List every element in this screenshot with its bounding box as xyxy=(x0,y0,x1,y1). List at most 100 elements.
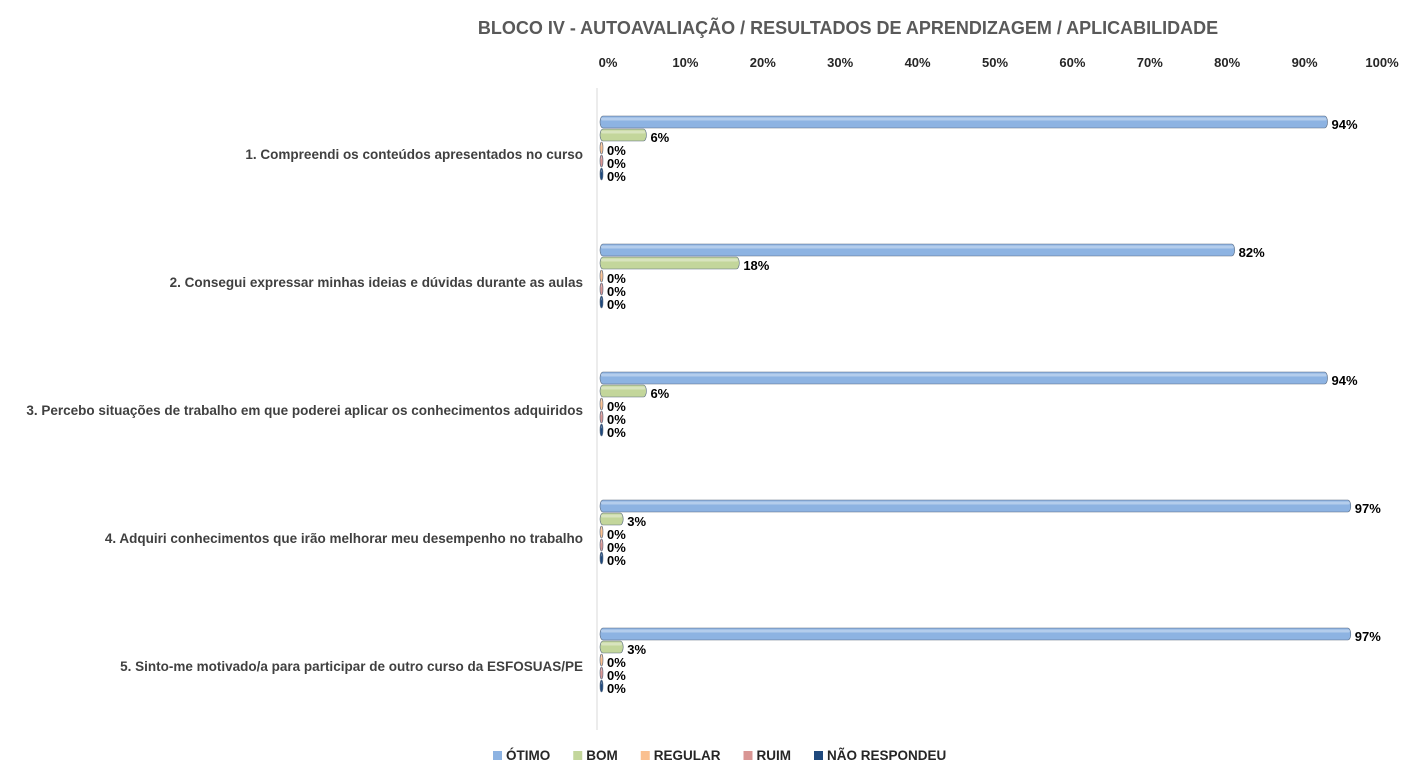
data-label: 0% xyxy=(607,271,626,286)
legend-swatch xyxy=(573,751,583,760)
x-tick-label: 30% xyxy=(827,55,853,70)
x-tick-label: 70% xyxy=(1137,55,1163,70)
bar xyxy=(599,512,624,526)
bar-highlight xyxy=(601,373,1327,377)
legend-label: REGULAR xyxy=(654,748,721,763)
category-label: 4. Adquiri conhecimentos que irão melhor… xyxy=(105,531,583,546)
legend-swatch xyxy=(743,751,753,760)
data-label: 82% xyxy=(1239,245,1265,260)
data-label: 97% xyxy=(1355,629,1381,644)
category-label: 1. Compreendi os conteúdos apresentados … xyxy=(245,147,583,162)
bar-highlight xyxy=(601,527,602,531)
bar xyxy=(599,128,647,142)
bar xyxy=(599,525,604,539)
chart-title: BLOCO IV - AUTOAVALIAÇÃO / RESULTADOS DE… xyxy=(478,17,1218,38)
legend-label: NÃO RESPONDEU xyxy=(827,748,946,763)
x-tick-label: 0% xyxy=(599,55,618,70)
data-label: 97% xyxy=(1355,501,1381,516)
bar xyxy=(599,295,604,309)
data-label: 0% xyxy=(607,284,626,299)
bar-highlight xyxy=(601,130,646,134)
data-label: 0% xyxy=(607,297,626,312)
bar xyxy=(599,115,1328,129)
data-label: 0% xyxy=(607,553,626,568)
bar-highlight xyxy=(601,143,602,147)
bar-highlight xyxy=(601,681,602,685)
data-label: 6% xyxy=(650,130,669,145)
x-tick-label: 60% xyxy=(1059,55,1085,70)
data-label: 0% xyxy=(607,655,626,670)
data-label: 0% xyxy=(607,399,626,414)
bar-highlight xyxy=(601,514,623,518)
legend-swatch xyxy=(814,751,823,760)
x-tick-label: 90% xyxy=(1292,55,1318,70)
bar xyxy=(599,384,647,398)
bar-highlight xyxy=(601,245,1234,249)
bar xyxy=(599,154,604,168)
bar-highlight xyxy=(601,386,646,390)
bar xyxy=(599,167,604,181)
category-label: 3. Percebo situações de trabalho em que … xyxy=(26,403,583,418)
bar xyxy=(599,679,604,693)
bar-highlight xyxy=(601,629,1350,633)
bar xyxy=(599,551,604,565)
bar-highlight xyxy=(601,284,602,288)
bar-highlight xyxy=(601,399,602,403)
bar xyxy=(599,243,1235,257)
bar-highlight xyxy=(601,501,1350,505)
bar-highlight xyxy=(601,425,602,429)
bar xyxy=(599,627,1352,641)
legend-label: RUIM xyxy=(757,748,792,763)
bar xyxy=(599,141,604,155)
bar xyxy=(599,538,604,552)
bar-highlight xyxy=(601,117,1327,121)
category-label: 2. Consegui expressar minhas ideias e dú… xyxy=(170,275,583,290)
bar xyxy=(599,410,604,424)
category-label: 5. Sinto-me motivado/a para participar d… xyxy=(120,659,583,674)
bar-highlight xyxy=(601,156,602,160)
x-tick-label: 20% xyxy=(750,55,776,70)
bar-highlight xyxy=(601,642,623,646)
x-tick-label: 100% xyxy=(1365,55,1399,70)
x-tick-label: 40% xyxy=(905,55,931,70)
bar xyxy=(599,269,604,283)
bar xyxy=(599,256,740,270)
data-label: 18% xyxy=(743,258,769,273)
data-label: 0% xyxy=(607,425,626,440)
bar-highlight xyxy=(601,540,602,544)
legend-swatch xyxy=(640,751,650,760)
bar xyxy=(599,282,604,296)
bar xyxy=(599,653,604,667)
data-label: 3% xyxy=(627,642,646,657)
data-label: 0% xyxy=(607,412,626,427)
bar xyxy=(599,499,1352,513)
data-label: 3% xyxy=(627,514,646,529)
data-label: 0% xyxy=(607,156,626,171)
bar-highlight xyxy=(601,412,602,416)
bar-highlight xyxy=(601,169,602,173)
data-label: 0% xyxy=(607,540,626,555)
bar xyxy=(599,666,604,680)
bar-highlight xyxy=(601,553,602,557)
legend-label: BOM xyxy=(586,748,618,763)
legend-label: ÓTIMO xyxy=(506,748,550,763)
bar-highlight xyxy=(601,668,602,672)
bar xyxy=(599,423,604,437)
bar xyxy=(599,640,624,654)
data-label: 94% xyxy=(1332,373,1358,388)
data-label: 0% xyxy=(607,169,626,184)
bar xyxy=(599,397,604,411)
x-tick-label: 80% xyxy=(1214,55,1240,70)
data-label: 0% xyxy=(607,681,626,696)
data-label: 94% xyxy=(1332,117,1358,132)
bar-highlight xyxy=(601,258,739,262)
data-label: 0% xyxy=(607,143,626,158)
bar-highlight xyxy=(601,297,602,301)
data-label: 0% xyxy=(607,668,626,683)
legend-swatch xyxy=(493,751,502,760)
bar-highlight xyxy=(601,271,602,275)
x-tick-label: 50% xyxy=(982,55,1008,70)
data-label: 6% xyxy=(650,386,669,401)
